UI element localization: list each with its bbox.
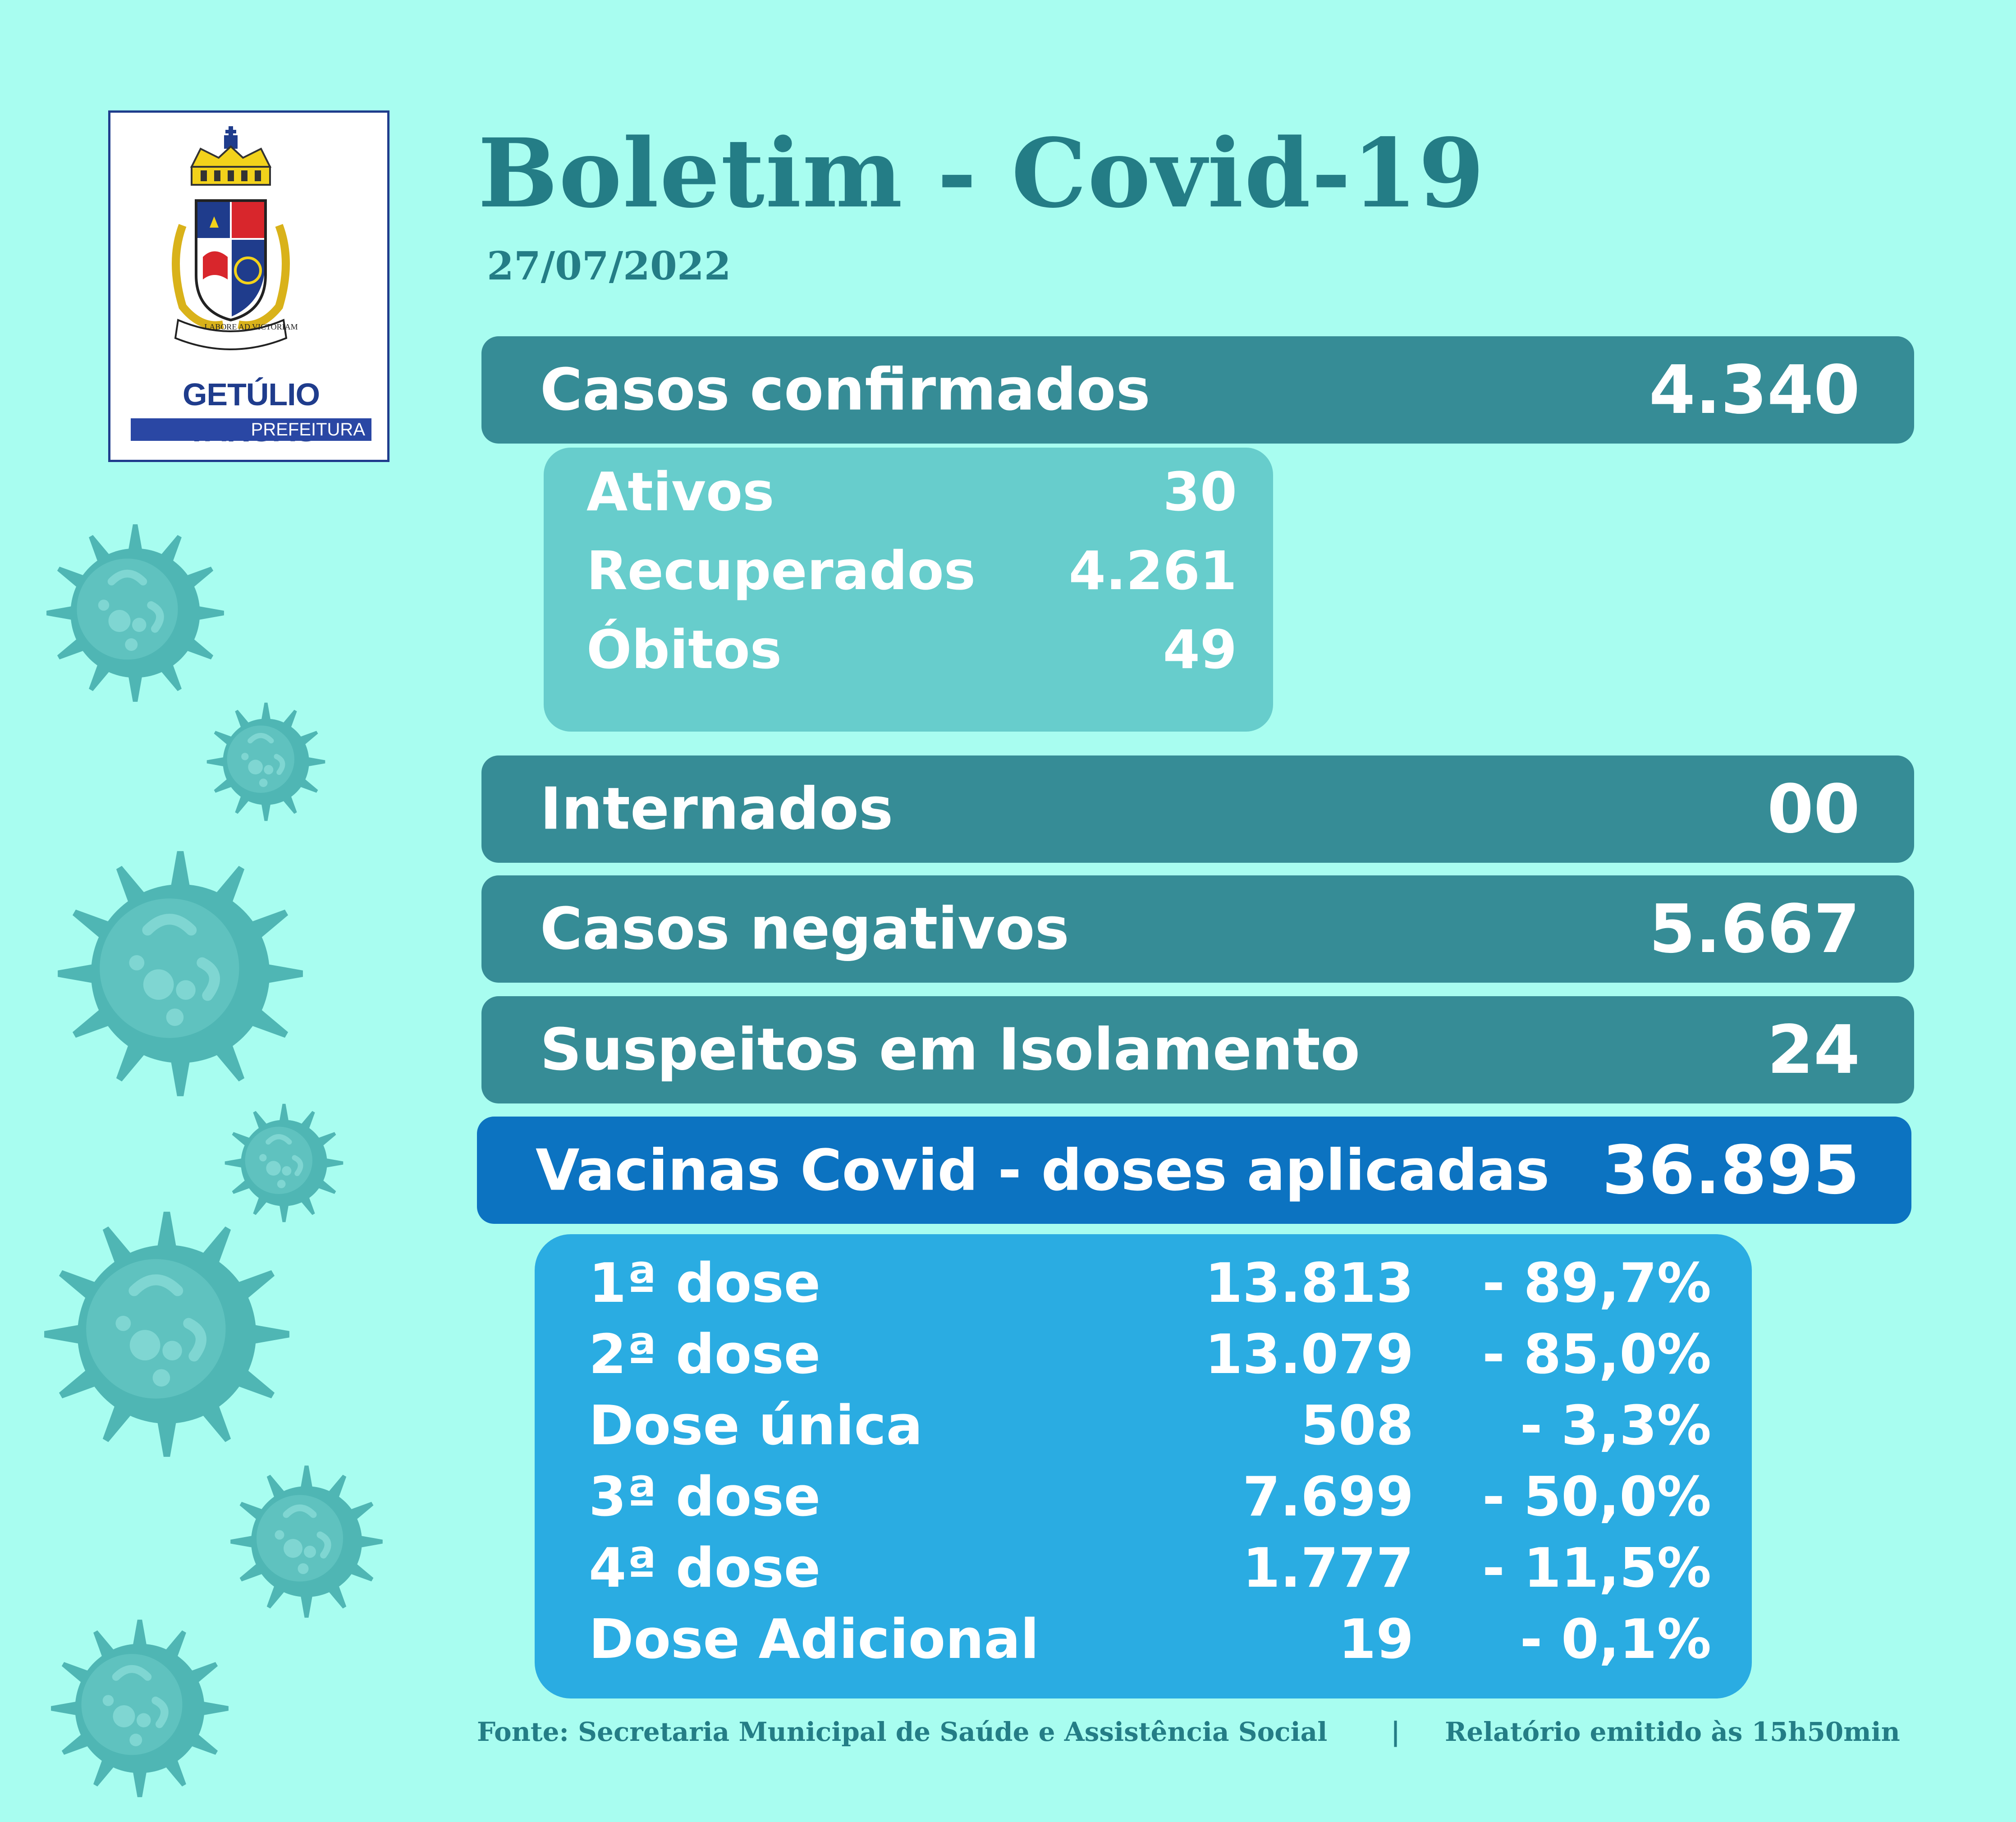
dose-label: 1ª dose xyxy=(589,1252,821,1315)
breakdown-label: Ativos xyxy=(586,461,774,523)
breakdown-value: 30 xyxy=(1163,461,1237,523)
virus-icon xyxy=(41,518,230,708)
breakdown-value: 49 xyxy=(1163,618,1237,681)
vaccines-bar: Vacinas Covid - doses aplicadas 36.895 xyxy=(477,1117,1911,1224)
dose-percent: - 89,7% xyxy=(1482,1252,1711,1315)
page-title: Boletim - Covid-19 xyxy=(478,118,1485,229)
virus-icon xyxy=(36,1204,298,1465)
dose-percent: - 0,1% xyxy=(1520,1608,1711,1671)
breakdown-label: Recuperados xyxy=(586,540,976,602)
footer-source: Fonte: Secretaria Municipal de Saúde e A… xyxy=(477,1717,1328,1747)
cases-breakdown-panel: Ativos 30 Recuperados 4.261 Óbitos 49 xyxy=(544,448,1273,732)
footer-report-time: Relatório emitido às 15h50min xyxy=(1445,1717,1900,1747)
isolation-label: Suspeitos em Isolamento xyxy=(540,1016,1360,1084)
dose-value: 1.777 xyxy=(1242,1537,1414,1600)
negative-cases-label: Casos negativos xyxy=(540,895,1069,963)
isolation-bar: Suspeitos em Isolamento 24 xyxy=(481,996,1914,1103)
dose-row: Dose Adicional 19 - 0,1% xyxy=(535,1604,1752,1676)
dose-label: 2ª dose xyxy=(589,1323,821,1386)
dose-row: 1ª dose 13.813 - 89,7% xyxy=(535,1248,1752,1320)
dose-row: Dose única 508 - 3,3% xyxy=(535,1390,1752,1462)
dose-value: 7.699 xyxy=(1242,1466,1414,1529)
isolation-value: 24 xyxy=(1767,1011,1860,1089)
breakdown-value: 4.261 xyxy=(1068,540,1237,602)
dose-label: 3ª dose xyxy=(589,1466,821,1529)
confirmed-cases-label: Casos confirmados xyxy=(540,356,1150,424)
confirmed-cases-value: 4.340 xyxy=(1649,351,1860,429)
doses-panel: 1ª dose 13.813 - 89,7% 2ª dose 13.079 - … xyxy=(535,1234,1752,1698)
virus-icon xyxy=(225,1460,388,1623)
breakdown-row-recovered: Recuperados 4.261 xyxy=(586,535,1237,607)
confirmed-cases-bar: Casos confirmados 4.340 xyxy=(481,336,1914,444)
coat-of-arms-icon xyxy=(172,126,290,350)
negative-cases-value: 5.667 xyxy=(1649,890,1860,968)
virus-icon xyxy=(50,843,311,1104)
vaccines-value: 36.895 xyxy=(1602,1131,1860,1209)
logo-bar xyxy=(131,418,371,441)
hospitalized-value: 00 xyxy=(1767,770,1860,848)
virus-icon xyxy=(203,699,329,825)
dose-percent: - 11,5% xyxy=(1482,1537,1711,1600)
hospitalized-label: Internados xyxy=(540,775,893,843)
dose-value: 13.813 xyxy=(1205,1252,1414,1315)
breakdown-row-active: Ativos 30 xyxy=(586,456,1237,528)
dose-label: Dose Adicional xyxy=(589,1608,1039,1671)
breakdown-row-deaths: Óbitos 49 xyxy=(586,613,1237,686)
negative-cases-bar: Casos negativos 5.667 xyxy=(481,875,1914,983)
logo-motto: LABORE AD VICTORIAM xyxy=(204,322,298,331)
dose-percent: - 85,0% xyxy=(1482,1323,1711,1386)
breakdown-label: Óbitos xyxy=(586,618,782,681)
dose-percent: - 3,3% xyxy=(1520,1395,1711,1457)
dose-label: 4ª dose xyxy=(589,1537,821,1600)
dose-percent: - 50,0% xyxy=(1482,1466,1711,1529)
dose-label: Dose única xyxy=(589,1395,923,1457)
bulletin-date: 27/07/2022 xyxy=(487,243,731,289)
dose-value: 13.079 xyxy=(1205,1323,1414,1386)
dose-row: 2ª dose 13.079 - 85,0% xyxy=(535,1319,1752,1391)
municipal-logo: LABORE AD VICTORIAM GETÚLIO VARGAS PREFE… xyxy=(108,110,389,462)
vaccines-label: Vacinas Covid - doses aplicadas xyxy=(536,1137,1550,1204)
dose-value: 19 xyxy=(1338,1608,1414,1671)
dose-row: 4ª dose 1.777 - 11,5% xyxy=(535,1533,1752,1605)
dose-value: 508 xyxy=(1301,1395,1414,1457)
hospitalized-bar: Internados 00 xyxy=(481,755,1914,863)
logo-subtitle: PREFEITURA xyxy=(251,420,365,439)
virus-icon xyxy=(45,1614,234,1803)
dose-row: 3ª dose 7.699 - 50,0% xyxy=(535,1461,1752,1534)
footer-separator: | xyxy=(1391,1717,1401,1747)
